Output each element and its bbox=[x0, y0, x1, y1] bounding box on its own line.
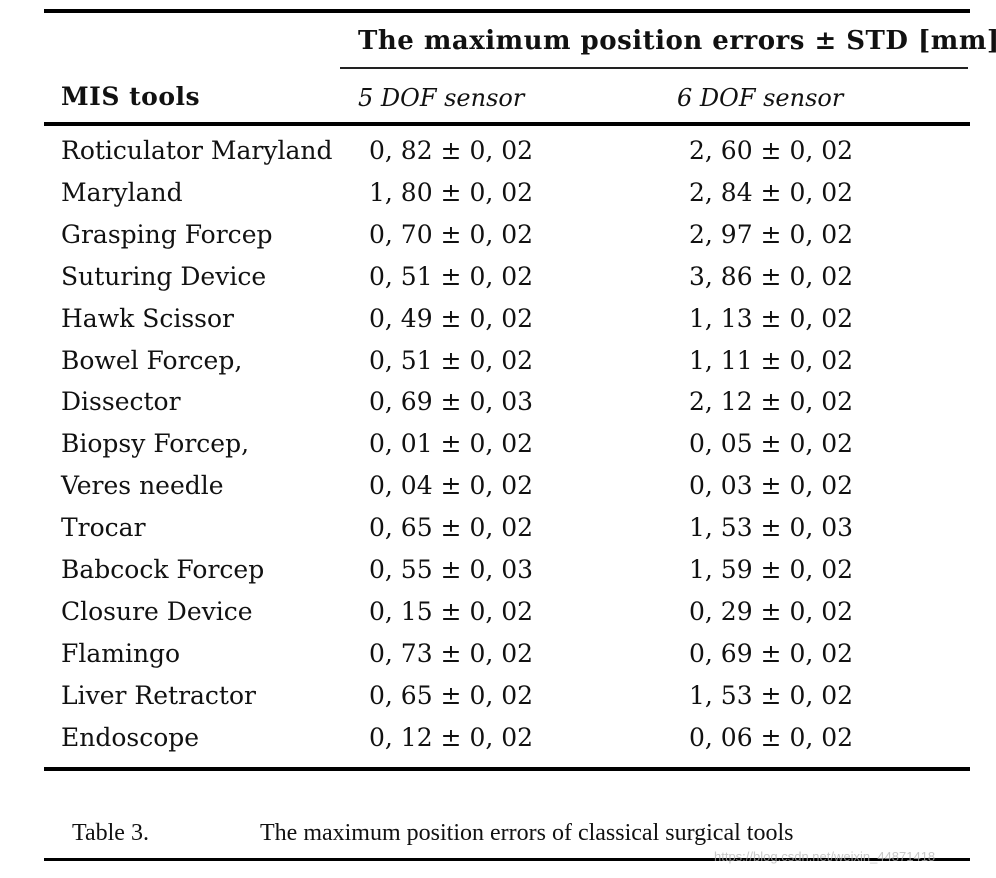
cell-5dof-error: 0, 49 ± 0, 02 bbox=[369, 303, 534, 333]
header-bottom-rule bbox=[44, 122, 970, 126]
cell-tool-name: Veres needle bbox=[61, 471, 224, 501]
table-row: Roticulator Maryland 0, 82 ± 0, 02 2, 60 ±… bbox=[0, 138, 996, 180]
table-row: Maryland 1, 80 ± 0, 02 2, 84 ± 0, 02 bbox=[0, 180, 996, 222]
cell-5dof-error: 0, 65 ± 0, 02 bbox=[369, 513, 534, 543]
cell-6dof-error: 1, 53 ± 0, 02 bbox=[689, 680, 854, 710]
column-header-5dof: 5 DOF sensor bbox=[358, 84, 525, 112]
table-row: Hawk Scissor 0, 49 ± 0, 02 1, 13 ± 0, 02 bbox=[0, 306, 996, 348]
cell-6dof-error: 2, 12 ± 0, 02 bbox=[689, 387, 854, 417]
cell-6dof-error: 0, 05 ± 0, 02 bbox=[689, 429, 854, 459]
cell-6dof-error: 1, 53 ± 0, 03 bbox=[689, 513, 854, 543]
cell-tool-name: Roticulator Maryland bbox=[61, 136, 333, 165]
cell-tool-name: Grasping Forcep bbox=[61, 219, 273, 249]
caption-bottom-rule bbox=[44, 858, 970, 861]
cell-5dof-error: 0, 69 ± 0, 03 bbox=[369, 387, 534, 417]
table-row: Grasping Forcep 0, 70 ± 0, 02 2, 97 ± 0, 0… bbox=[0, 222, 996, 264]
cell-6dof-error: 1, 11 ± 0, 02 bbox=[689, 345, 854, 375]
cell-tool-name: Liver Retractor bbox=[61, 680, 256, 710]
span-header-rule bbox=[340, 67, 968, 69]
column-header-tools: MIS tools bbox=[61, 82, 201, 111]
cell-5dof-error: 0, 04 ± 0, 02 bbox=[369, 471, 534, 501]
table-row: Suturing Device 0, 51 ± 0, 02 3, 86 ± 0, 0… bbox=[0, 264, 996, 306]
cell-tool-name: Biopsy Forcep, bbox=[61, 429, 250, 459]
cell-5dof-error: 0, 12 ± 0, 02 bbox=[369, 722, 534, 752]
cell-5dof-error: 0, 55 ± 0, 03 bbox=[369, 555, 534, 584]
table-row: Bowel Forcep, 0, 51 ± 0, 02 1, 11 ± 0, 02 bbox=[0, 348, 996, 390]
table-row: Veres needle 0, 04 ± 0, 02 0, 03 ± 0, 02 bbox=[0, 473, 996, 515]
cell-tool-name: Babcock Forcep bbox=[61, 555, 265, 584]
cell-5dof-error: 0, 82 ± 0, 02 bbox=[369, 136, 534, 165]
table-row: Closure Device 0, 15 ± 0, 02 0, 29 ± 0, 02 bbox=[0, 599, 996, 641]
table-top-rule bbox=[44, 9, 970, 13]
cell-tool-name: Suturing Device bbox=[61, 261, 267, 291]
table-row: Flamingo 0, 73 ± 0, 02 0, 69 ± 0, 02 bbox=[0, 641, 996, 683]
cell-5dof-error: 0, 01 ± 0, 02 bbox=[369, 429, 534, 459]
cell-6dof-error: 0, 06 ± 0, 02 bbox=[689, 722, 854, 752]
cell-6dof-error: 1, 59 ± 0, 02 bbox=[689, 555, 854, 584]
table-row: Liver Retractor 0, 65 ± 0, 02 1, 53 ± 0, 0… bbox=[0, 683, 996, 725]
caption-label: Table 3. bbox=[72, 820, 149, 846]
span-header: The maximum position errors ± STD [mm] bbox=[358, 26, 996, 56]
table-row: Babcock Forcep 0, 55 ± 0, 03 1, 59 ± 0, 02 bbox=[0, 557, 996, 599]
cell-6dof-error: 2, 60 ± 0, 02 bbox=[689, 136, 854, 165]
column-header-6dof: 6 DOF sensor bbox=[677, 84, 844, 112]
cell-5dof-error: 0, 70 ± 0, 02 bbox=[369, 219, 534, 249]
cell-tool-name: Trocar bbox=[61, 513, 146, 543]
cell-tool-name: Maryland bbox=[61, 177, 183, 207]
caption-text: The maximum position errors of classical… bbox=[260, 820, 794, 846]
cell-6dof-error: 2, 84 ± 0, 02 bbox=[689, 177, 854, 207]
cell-tool-name: Flamingo bbox=[61, 638, 181, 668]
cell-6dof-error: 2, 97 ± 0, 02 bbox=[689, 219, 854, 249]
cell-5dof-error: 0, 51 ± 0, 02 bbox=[369, 345, 534, 375]
table-row: Endoscope 0, 12 ± 0, 02 0, 06 ± 0, 02 bbox=[0, 725, 996, 767]
table-row: Trocar 0, 65 ± 0, 02 1, 53 ± 0, 03 bbox=[0, 515, 996, 557]
cell-6dof-error: 0, 69 ± 0, 02 bbox=[689, 638, 854, 668]
table-row: Biopsy Forcep, 0, 01 ± 0, 02 0, 05 ± 0, 02 bbox=[0, 431, 996, 473]
watermark: https://blog.csdn.net/weixin_44871418 bbox=[714, 849, 936, 864]
cell-tool-name: Closure Device bbox=[61, 596, 253, 626]
table-bottom-rule bbox=[44, 767, 970, 771]
cell-tool-name: Hawk Scissor bbox=[61, 303, 234, 333]
table-row: Dissector 0, 69 ± 0, 03 2, 12 ± 0, 02 bbox=[0, 389, 996, 431]
cell-tool-name: Bowel Forcep, bbox=[61, 345, 243, 375]
cell-tool-name: Dissector bbox=[61, 387, 181, 417]
cell-6dof-error: 0, 29 ± 0, 02 bbox=[689, 596, 854, 626]
cell-5dof-error: 0, 15 ± 0, 02 bbox=[369, 596, 534, 626]
cell-6dof-error: 0, 03 ± 0, 02 bbox=[689, 471, 854, 501]
cell-5dof-error: 0, 65 ± 0, 02 bbox=[369, 680, 534, 710]
cell-5dof-error: 1, 80 ± 0, 02 bbox=[369, 177, 534, 207]
cell-6dof-error: 3, 86 ± 0, 02 bbox=[689, 261, 854, 291]
cell-6dof-error: 1, 13 ± 0, 02 bbox=[689, 303, 854, 333]
cell-tool-name: Endoscope bbox=[61, 722, 200, 752]
cell-5dof-error: 0, 73 ± 0, 02 bbox=[369, 638, 534, 668]
cell-5dof-error: 0, 51 ± 0, 02 bbox=[369, 261, 534, 291]
